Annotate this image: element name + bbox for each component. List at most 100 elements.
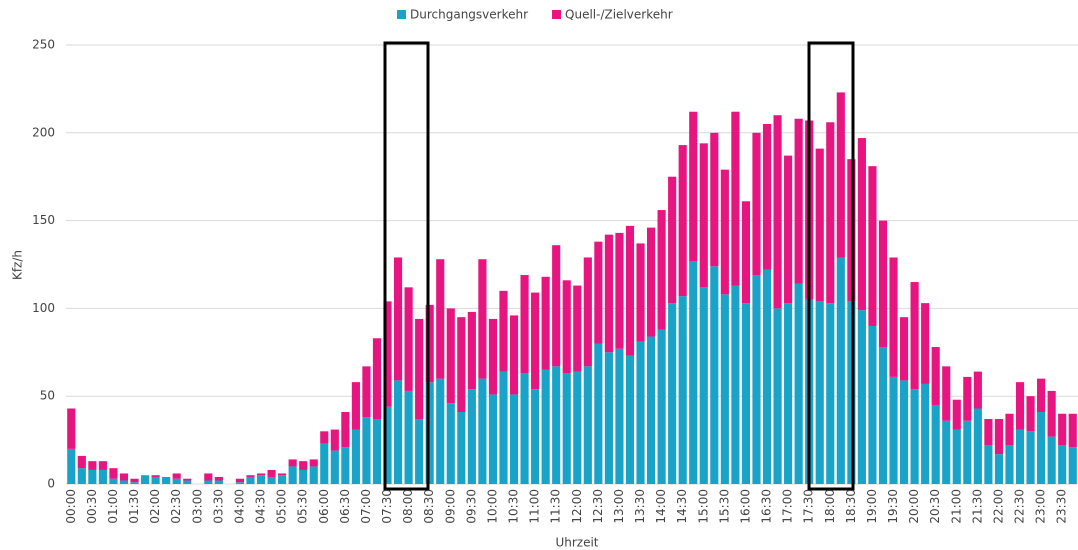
bar-segment [119, 480, 129, 484]
x-tick-label: 04:00 [232, 489, 246, 524]
bar-segment [404, 390, 413, 484]
x-tick-label: 00:30 [85, 489, 99, 524]
bar-segment [383, 301, 392, 407]
bar-segment [752, 132, 761, 276]
x-tick-label: 02:00 [148, 489, 162, 524]
x-tick-label: 20:00 [907, 489, 921, 524]
bar-segment [668, 303, 677, 484]
x-tick-label: 07:00 [359, 489, 373, 524]
bar-segment [309, 466, 318, 484]
bar-segment [752, 275, 761, 484]
bar-segment [1026, 396, 1035, 432]
bar-segment [351, 429, 360, 484]
x-tick-label: 21:30 [970, 489, 984, 524]
x-tick-label: 12:00 [570, 489, 584, 524]
bar-segment [1047, 390, 1056, 437]
bar-segment [1037, 412, 1046, 484]
bar-segment [815, 148, 824, 302]
x-tick-label: 10:00 [485, 489, 499, 524]
bar-segment [973, 371, 982, 409]
bar-segment [573, 285, 582, 372]
bar-segment [899, 380, 909, 484]
y-tick-label: 150 [32, 213, 55, 227]
bar-segment [1026, 431, 1035, 484]
bar-segment [351, 382, 360, 430]
bar-segment [278, 473, 287, 476]
bar-segment [77, 468, 86, 484]
bar-segment [520, 275, 529, 374]
bar-segment [467, 389, 476, 484]
bar-segment [362, 366, 371, 418]
bar-segment [204, 480, 213, 484]
bar-segment [552, 245, 561, 367]
bar-segment [889, 376, 898, 484]
bar-segment [615, 232, 624, 349]
bar-segment [383, 406, 392, 484]
bar-segment [604, 352, 613, 484]
x-tick-label: 06:30 [338, 489, 352, 524]
bar-segment [1015, 429, 1025, 484]
legend-swatch [552, 10, 562, 19]
x-tick-label: 04:30 [254, 489, 268, 524]
bar-segment [541, 369, 550, 484]
x-tick-label: 16:30 [760, 489, 774, 524]
bar-segment [699, 287, 708, 484]
x-tick-label: 15:30 [717, 489, 731, 524]
bar-segment [773, 308, 782, 484]
bar-segment [130, 478, 139, 483]
x-tick-label: 09:30 [464, 489, 478, 524]
bar-segment [109, 478, 118, 484]
bar-segment [857, 310, 866, 484]
bar-segment [689, 111, 698, 261]
x-tick-label: 15:00 [696, 489, 710, 524]
bar-segment [963, 376, 972, 421]
bar-segment [1058, 445, 1067, 484]
bar-segment [246, 475, 255, 477]
bar-segment [140, 475, 150, 484]
bar-segment [372, 419, 382, 484]
bar-segment [657, 210, 666, 330]
bar-segment [952, 399, 961, 430]
bar-segment [562, 373, 571, 484]
x-tick-label: 12:30 [591, 489, 605, 524]
bar-segment [415, 419, 424, 484]
bar-segment [446, 308, 455, 404]
x-tick-label: 08:30 [422, 489, 436, 524]
bar-segment [773, 115, 782, 309]
bar-segment [899, 317, 909, 381]
bar-segment [67, 448, 76, 484]
bar-segment [573, 371, 582, 484]
bar-segment [910, 389, 919, 484]
bar-segment [1037, 378, 1046, 413]
bar-segment [826, 122, 835, 304]
y-tick-label: 100 [32, 301, 55, 315]
bar-segment [741, 303, 751, 484]
bar-segment [341, 412, 350, 448]
bar-segment [299, 461, 308, 470]
x-tick-label: 11:30 [549, 489, 563, 524]
x-tick-label: 19:00 [865, 489, 879, 524]
bar-segment [531, 389, 540, 484]
bar-segment [457, 317, 466, 413]
bar-segment [109, 468, 118, 479]
bar-segment [98, 461, 107, 470]
bar-segment [878, 347, 888, 484]
bar-segment [320, 431, 329, 444]
x-tick-label: 05:30 [296, 489, 310, 524]
bar-segment [552, 366, 561, 484]
bar-segment [183, 478, 192, 481]
bar-segment [151, 475, 160, 477]
x-tick-label: 00:00 [64, 489, 78, 524]
bar-segment [942, 366, 951, 421]
bar-segment [393, 257, 403, 381]
x-tick-label: 13:00 [612, 489, 626, 524]
highlight-box [383, 41, 430, 491]
bar-segment [720, 294, 729, 484]
bar-segment [689, 260, 698, 484]
bar-segment [520, 373, 529, 484]
bar-segment [467, 311, 476, 390]
bar-segment [77, 455, 86, 469]
bar-segment [488, 394, 498, 484]
x-tick-label: 08:00 [401, 489, 415, 524]
bar-segment [815, 301, 824, 484]
